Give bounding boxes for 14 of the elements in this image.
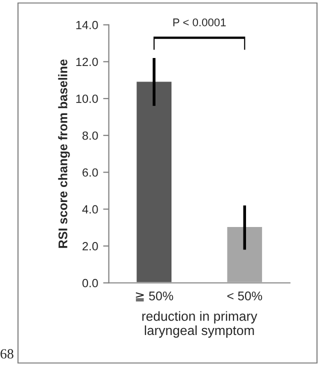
y-tick-label: 2.0 [82,242,98,250]
y-tick-label: 0.0 [82,278,98,288]
y-tick-label: 6.0 [82,168,98,177]
y-tick-label: 8.0 [82,131,98,140]
text: 68 [0,349,14,359]
y-tick-label: 4.0 [82,205,98,214]
annotation: P < 0.0001 [173,18,226,26]
y-axis-title: RSI score change from baseline [58,59,70,248]
y-tick-label: 12.0 [76,58,98,66]
y-tick-label: 10.0 [76,94,98,103]
x-tick-label: < 50% [227,292,262,300]
x-axis-title: reduction in primary laryngeal symptom [142,311,258,338]
y-tick-label: 14.0 [76,20,98,30]
x-tick-label: ≧ 50% [136,292,174,302]
